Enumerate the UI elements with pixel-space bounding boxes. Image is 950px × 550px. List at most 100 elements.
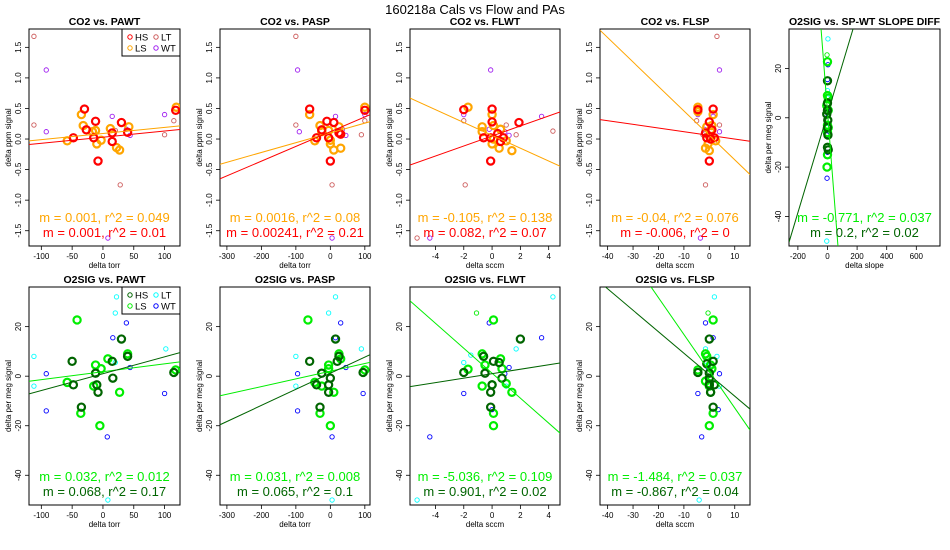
y-axis-label: delta ppm signal [575, 108, 584, 166]
data-point-hs [693, 367, 703, 378]
y-tick-label: 0.0 [395, 133, 404, 145]
plot-area [789, 29, 854, 246]
x-tick-label: 100 [158, 252, 172, 261]
data-point-lt [414, 235, 420, 241]
data-point-hs [304, 104, 315, 114]
data-point-hs [478, 351, 489, 362]
data-point-hs [335, 129, 346, 139]
x-tick-label: -50 [66, 511, 78, 520]
data-point-hs [459, 104, 469, 115]
legend-marker-wt [153, 45, 159, 51]
data-point-wt [109, 113, 115, 120]
data-point-ls [95, 421, 105, 431]
x-tick-label: -20 [653, 252, 665, 261]
y-tick-label: -1.0 [585, 193, 594, 207]
legend-marker-hs [127, 34, 133, 40]
x-tick-label: 0 [101, 511, 106, 520]
x-tick-label: 100 [158, 511, 172, 520]
data-point-hs [704, 156, 715, 166]
y-tick-label: 0.5 [585, 102, 594, 114]
data-point-wt [161, 111, 168, 118]
data-point-wt [43, 371, 49, 377]
y-tick-label: -1.5 [205, 223, 214, 237]
data-point-lt [696, 497, 702, 503]
data-point-wt [161, 390, 168, 397]
data-point-lt [714, 353, 720, 360]
data-point-ls [704, 421, 715, 431]
fit-stat-label: m = 0.001, r^2 = 0.049 [39, 210, 169, 225]
y-tick-label: -40 [395, 469, 404, 481]
data-point-lt [550, 294, 556, 300]
data-point-lt [468, 352, 474, 358]
y-tick-label: 1.5 [205, 41, 214, 53]
x-tick-label: -100 [288, 511, 305, 520]
fit-line-hs [604, 287, 750, 410]
fit-stat-label: m = -0.04, r^2 = 0.076 [611, 210, 739, 225]
x-tick-label: 50 [129, 252, 138, 261]
plot-area [29, 294, 180, 503]
x-tick-label: 400 [880, 252, 894, 261]
y-tick-label: -0.5 [14, 162, 23, 176]
x-tick-label: -300 [219, 252, 236, 261]
legend-marker-ls [127, 45, 133, 51]
x-tick-label: -100 [288, 252, 305, 261]
panel-title: O2SIG vs. SP-WT SLOPE DIFF [789, 16, 941, 28]
y-axis-label: delta ppm signal [4, 108, 13, 166]
data-point-lt [117, 182, 123, 188]
x-tick-label: 0 [707, 511, 712, 520]
data-point-lt [325, 310, 332, 316]
y-axis-label: delta ppm signal [385, 108, 394, 166]
data-point-wt [123, 320, 130, 326]
y-axis-label: delta ppm signal [195, 108, 204, 166]
legend-label: LS [135, 302, 147, 313]
y-axis-label: delta per meg signal [385, 360, 394, 432]
fit-stat-label: m = 0.00241, r^2 = 0.21 [226, 225, 364, 240]
data-point-hs [169, 367, 179, 378]
fit-stat-label: m = 0.2, r^2 = 0.02 [810, 225, 919, 240]
data-point-lt [31, 33, 37, 39]
x-tick-label: 0 [490, 511, 495, 520]
data-point-hs [358, 367, 368, 378]
data-point-lt [161, 132, 168, 138]
data-point-hs [708, 402, 718, 412]
data-point-ls [325, 421, 336, 431]
data-point-hs [332, 356, 342, 367]
figure-title: 160218a Cals vs Flow and PAs [385, 2, 565, 17]
x-tick-label: -2 [460, 511, 468, 520]
panel-co2-pasp: CO2 vs. PASP -300 -200 -100 0 100 delta torr -1… [195, 16, 372, 270]
fit-stat-label: m = 0.068, r^2 = 0.17 [43, 484, 166, 499]
y-tick-label: 0.5 [14, 102, 23, 114]
legend-marker-wt [153, 303, 159, 309]
data-point-ls [329, 387, 339, 397]
y-tick-label: 0 [585, 373, 594, 378]
y-tick-label: -1.5 [14, 223, 23, 237]
data-point-wt [105, 235, 111, 241]
data-point-hs [495, 136, 506, 147]
data-point-hs [329, 117, 339, 128]
data-point-wt [43, 129, 49, 135]
data-point-hs [323, 133, 334, 143]
data-point-lt [358, 132, 365, 138]
plot-area [29, 33, 180, 241]
y-tick-label: 20 [14, 322, 23, 331]
panel-o2-pawt: O2SIG vs. PAWT -100 -50 0 50 100 delta torr -40… [4, 274, 181, 529]
data-point-hs [487, 117, 497, 127]
x-tick-label: -2 [460, 252, 468, 261]
fit-line-ls [29, 125, 180, 142]
data-point-hs [79, 104, 90, 114]
x-tick-label: 10 [730, 511, 739, 520]
x-tick-label: -30 [627, 511, 639, 520]
y-tick-label: -1.0 [14, 193, 23, 207]
data-point-lt [105, 497, 111, 503]
fit-stat-label: m = -1.484, r^2 = 0.037 [608, 469, 743, 484]
fit-stat-label: m = 0.001, r^2 = 0.01 [43, 225, 166, 240]
y-axis-label: delta per meg signal [575, 360, 584, 432]
fit-stat-label: m = -5.036, r^2 = 0.109 [418, 469, 553, 484]
legend-label: WT [161, 302, 176, 313]
data-point-ls [477, 381, 487, 391]
data-point-lt [329, 182, 335, 188]
y-tick-label: 20 [585, 322, 594, 331]
